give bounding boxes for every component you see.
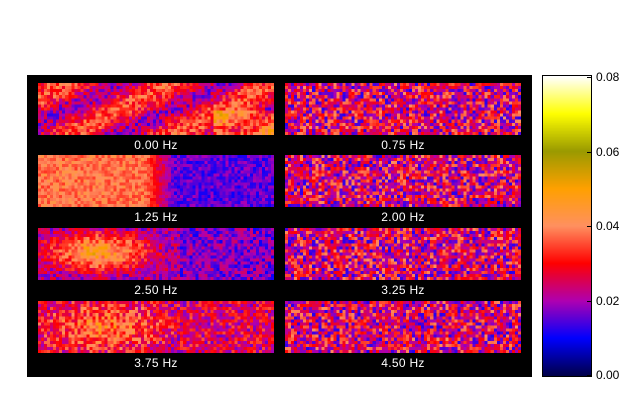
heatmap-panel-250 bbox=[38, 228, 274, 280]
colorbar-tick-label: 0.02 bbox=[596, 294, 620, 308]
heatmap-panel-450 bbox=[285, 301, 521, 353]
colorbar-tick-label: 0.08 bbox=[596, 70, 620, 84]
heatmap-panel-075 bbox=[285, 83, 521, 135]
panel-label: 2.00 Hz bbox=[381, 210, 425, 224]
heatmap-panel-375 bbox=[38, 301, 274, 353]
panel-label: 3.75 Hz bbox=[134, 356, 178, 370]
colorbar-tick-label: 0.04 bbox=[596, 219, 620, 233]
heatmap-panel-000 bbox=[38, 83, 274, 135]
colorbar-tick-label: 0.06 bbox=[596, 145, 620, 159]
panel-label: 0.75 Hz bbox=[381, 138, 425, 152]
colorbar bbox=[542, 75, 592, 377]
heatmap-panel-grid: 0.00 Hz 0.75 Hz 1.25 Hz 2.00 Hz 2.50 Hz 3.25 … bbox=[27, 75, 532, 377]
heatmap-panel-325 bbox=[285, 228, 521, 280]
colorbar-tick-mark bbox=[587, 301, 592, 302]
colorbar-tick-mark bbox=[587, 375, 592, 376]
heatmap-panel-200 bbox=[285, 155, 521, 207]
panel-label: 2.50 Hz bbox=[134, 283, 178, 297]
colorbar-tick-mark bbox=[587, 226, 592, 227]
panel-label: 4.50 Hz bbox=[381, 356, 425, 370]
panel-label: 3.25 Hz bbox=[381, 283, 425, 297]
panel-label: 0.00 Hz bbox=[134, 138, 178, 152]
panel-label: 1.25 Hz bbox=[134, 210, 178, 224]
colorbar-tick-mark bbox=[587, 77, 592, 78]
colorbar-tick-mark bbox=[587, 152, 592, 153]
heatmap-panel-125 bbox=[38, 155, 274, 207]
colorbar-tick-label: 0.00 bbox=[596, 368, 620, 382]
